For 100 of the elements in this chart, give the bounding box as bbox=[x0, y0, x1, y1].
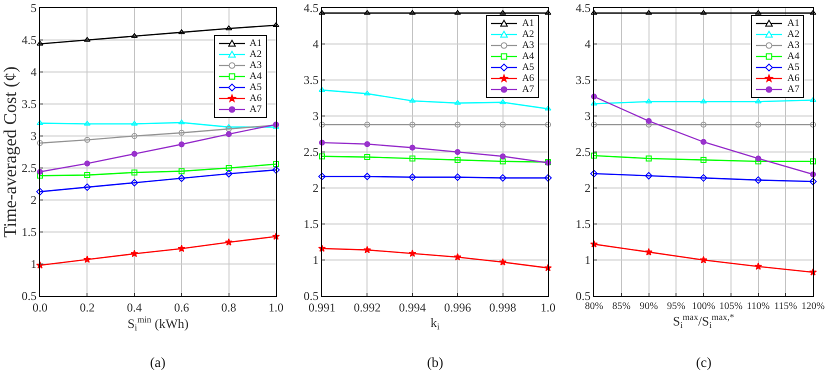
y-tick-label: 4.5 bbox=[576, 1, 591, 16]
legend-label: A3 bbox=[787, 40, 800, 52]
point bbox=[409, 98, 416, 103]
point bbox=[498, 258, 507, 266]
point bbox=[590, 100, 598, 106]
point bbox=[500, 122, 506, 128]
point bbox=[364, 122, 370, 128]
point bbox=[454, 122, 461, 128]
point bbox=[178, 29, 185, 34]
point bbox=[319, 153, 325, 160]
text: (b) bbox=[427, 356, 444, 370]
point bbox=[409, 144, 416, 151]
x-tick-label: 85% bbox=[612, 301, 631, 312]
point bbox=[84, 172, 90, 178]
point bbox=[131, 133, 138, 139]
point bbox=[319, 122, 325, 128]
point bbox=[646, 155, 652, 162]
x-tick-label: 0.998 bbox=[489, 300, 516, 314]
point bbox=[37, 172, 43, 179]
point bbox=[499, 174, 507, 182]
point bbox=[500, 153, 506, 160]
y-tick-label: 2 bbox=[30, 193, 37, 208]
point bbox=[226, 126, 232, 132]
point bbox=[754, 262, 762, 270]
point bbox=[700, 174, 708, 182]
point bbox=[272, 22, 280, 28]
point bbox=[226, 131, 232, 138]
legend-label: A3 bbox=[522, 40, 534, 52]
y-tick-label: 1.5 bbox=[304, 217, 319, 232]
legend-label: A7 bbox=[522, 84, 534, 96]
point bbox=[131, 120, 138, 126]
y-tick-label: 1.5 bbox=[576, 217, 591, 232]
x-tick-label: 105% bbox=[719, 301, 743, 312]
point bbox=[700, 98, 707, 104]
legend-label: A4 bbox=[522, 51, 534, 62]
point bbox=[810, 122, 816, 128]
legend-label: A6 bbox=[787, 73, 800, 84]
x-tick-label: 100% bbox=[692, 301, 716, 312]
y-tick-label: 4 bbox=[584, 37, 591, 52]
point bbox=[84, 136, 90, 143]
y-tick-label: 4.5 bbox=[22, 33, 37, 48]
point bbox=[454, 149, 461, 155]
x-tick-label: 90% bbox=[640, 301, 658, 312]
point bbox=[544, 106, 552, 111]
legend-label: A5 bbox=[787, 62, 800, 74]
legend-label: A5 bbox=[522, 62, 534, 74]
point bbox=[545, 122, 551, 128]
point bbox=[178, 244, 186, 252]
y-axis-title: Time-averaged Cost (¢) bbox=[0, 66, 20, 238]
point bbox=[84, 120, 91, 126]
point bbox=[272, 166, 280, 174]
x-tick-label: 80% bbox=[584, 301, 604, 312]
legend-label: A7 bbox=[250, 104, 262, 116]
point bbox=[130, 250, 138, 258]
point bbox=[364, 154, 370, 160]
point bbox=[318, 172, 326, 180]
point bbox=[590, 170, 598, 178]
point bbox=[36, 40, 44, 46]
legend-label: A4 bbox=[787, 51, 800, 62]
point bbox=[544, 174, 552, 182]
y-tick-label: 2.5 bbox=[22, 161, 37, 176]
legend-label: A4 bbox=[250, 71, 262, 82]
point bbox=[646, 118, 652, 124]
y-tick-label: 1 bbox=[584, 253, 591, 268]
point bbox=[131, 169, 138, 176]
y-tick-label: 4 bbox=[312, 37, 319, 52]
x-tick-label: 1.0 bbox=[268, 300, 284, 314]
point bbox=[318, 87, 326, 92]
point bbox=[226, 165, 232, 171]
legend-label: A1 bbox=[787, 18, 800, 30]
point bbox=[754, 176, 762, 184]
point bbox=[590, 10, 598, 15]
y-tick-label: 3 bbox=[584, 109, 591, 124]
y-tick-label: 0.5 bbox=[576, 289, 591, 304]
point bbox=[178, 120, 185, 124]
x-tick-label: 0.994 bbox=[398, 300, 426, 314]
x-tick-label: 0.8 bbox=[221, 300, 236, 314]
point bbox=[810, 158, 816, 164]
legend-label: A6 bbox=[250, 93, 262, 104]
point bbox=[454, 100, 461, 105]
x-tick-label: 95% bbox=[666, 301, 686, 312]
x-tick-label: 120% bbox=[801, 301, 825, 312]
point bbox=[318, 10, 326, 15]
point bbox=[544, 10, 552, 15]
point bbox=[454, 253, 462, 260]
point bbox=[131, 33, 138, 38]
point bbox=[408, 173, 416, 181]
y-tick-label: 3.5 bbox=[576, 73, 591, 88]
x-tick-label: 0.6 bbox=[174, 300, 190, 314]
y-tick-label: 2 bbox=[584, 181, 591, 196]
x-tick-label: 0.4 bbox=[126, 300, 142, 314]
y-tick-label: 3 bbox=[312, 109, 319, 124]
y-tick-label: 1 bbox=[312, 253, 319, 268]
point bbox=[409, 122, 416, 128]
point bbox=[84, 160, 90, 167]
point bbox=[454, 156, 461, 163]
legend-label: A1 bbox=[250, 38, 262, 50]
point bbox=[225, 170, 233, 178]
point bbox=[409, 10, 416, 15]
y-tick-label: 3 bbox=[30, 129, 37, 144]
